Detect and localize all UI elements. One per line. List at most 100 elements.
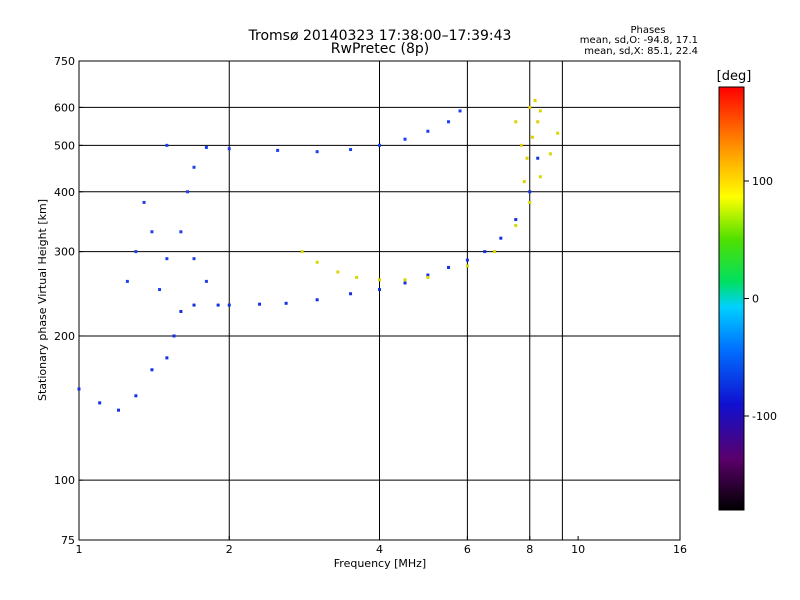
stats-heading: Phases bbox=[630, 25, 665, 36]
data-point bbox=[258, 302, 262, 306]
colorbar-tick-label: -100 bbox=[752, 410, 777, 423]
data-point bbox=[403, 281, 407, 285]
chart-title: Tromsø 20140323 17:38:00–17:39:43 bbox=[248, 28, 512, 44]
stats-x-line: mean, sd,X: 85.1, 22.4 bbox=[584, 46, 698, 57]
data-point bbox=[134, 250, 138, 254]
y-tick-label: 750 bbox=[54, 55, 75, 68]
data-point bbox=[447, 265, 451, 269]
data-point bbox=[465, 258, 469, 262]
data-point bbox=[150, 230, 154, 234]
data-point bbox=[355, 275, 359, 279]
y-tick-label: 400 bbox=[54, 186, 75, 199]
stats-o-line: mean, sd,O: -94.8, 17.1 bbox=[580, 35, 698, 46]
data-point bbox=[528, 190, 532, 194]
data-point bbox=[165, 257, 169, 261]
data-point bbox=[192, 303, 196, 307]
data-point bbox=[528, 105, 532, 109]
chart-subtitle: RwPretec (8p) bbox=[331, 41, 429, 57]
x-tick-label: 2 bbox=[226, 543, 233, 556]
y-tick-label: 600 bbox=[54, 101, 75, 114]
data-point bbox=[528, 200, 532, 204]
data-point bbox=[378, 288, 381, 292]
data-point bbox=[465, 264, 469, 268]
data-point bbox=[533, 99, 537, 103]
data-point bbox=[77, 387, 81, 391]
data-point bbox=[548, 152, 552, 156]
data-point bbox=[426, 273, 430, 277]
data-point bbox=[447, 120, 451, 124]
data-point bbox=[204, 145, 208, 149]
data-point bbox=[499, 236, 503, 240]
data-point bbox=[179, 230, 183, 234]
data-point bbox=[378, 143, 381, 147]
data-point bbox=[142, 200, 146, 204]
data-point bbox=[493, 250, 497, 254]
data-point bbox=[98, 401, 102, 405]
data-point bbox=[158, 288, 162, 292]
data-point bbox=[125, 279, 129, 283]
data-point bbox=[172, 334, 176, 338]
data-point bbox=[315, 260, 319, 264]
y-tick-label: 500 bbox=[54, 139, 75, 152]
x-tick-label: 8 bbox=[526, 543, 533, 556]
data-points bbox=[77, 99, 560, 412]
data-point bbox=[458, 109, 462, 113]
x-tick-label: 10 bbox=[571, 543, 585, 556]
grid-lines bbox=[79, 61, 680, 540]
data-point bbox=[426, 275, 430, 279]
colorbar-ticks: 100 0 -100 bbox=[744, 175, 777, 423]
data-point bbox=[165, 143, 169, 147]
data-point bbox=[403, 278, 407, 282]
data-point bbox=[165, 356, 169, 360]
data-point bbox=[300, 250, 304, 254]
y-axis-ticks: 75 100 200 300 400 500 600 750 bbox=[54, 55, 83, 547]
x-axis-ticks: 1 2 4 6 8 10 16 bbox=[76, 536, 687, 556]
data-point bbox=[483, 250, 487, 254]
x-axis-label: Frequency [MHz] bbox=[334, 557, 426, 570]
data-point bbox=[514, 120, 518, 124]
data-point bbox=[315, 298, 319, 302]
x-tick-label: 1 bbox=[76, 543, 83, 556]
data-point bbox=[227, 147, 231, 151]
y-tick-label: 300 bbox=[54, 246, 75, 259]
data-point bbox=[403, 137, 407, 141]
data-point bbox=[556, 131, 560, 135]
colorbar-tick-label: 100 bbox=[752, 175, 773, 188]
data-point bbox=[150, 368, 154, 372]
data-point bbox=[514, 224, 518, 228]
data-point bbox=[134, 394, 138, 398]
data-point bbox=[192, 257, 196, 261]
colorbar-label: [deg] bbox=[717, 69, 752, 84]
data-point bbox=[186, 190, 190, 194]
y-tick-label: 200 bbox=[54, 330, 75, 343]
data-point bbox=[530, 135, 534, 139]
data-point bbox=[536, 120, 540, 124]
data-point bbox=[349, 148, 353, 152]
data-point bbox=[204, 279, 208, 283]
data-point bbox=[336, 270, 340, 274]
data-point bbox=[117, 408, 121, 412]
y-axis-label: Stationary phase Virtual Height [km] bbox=[36, 199, 49, 401]
x-tick-label: 6 bbox=[464, 543, 471, 556]
y-tick-label: 75 bbox=[61, 534, 75, 547]
data-point bbox=[536, 156, 540, 160]
data-point bbox=[519, 143, 523, 147]
data-point bbox=[276, 148, 280, 152]
x-tick-label: 4 bbox=[376, 543, 383, 556]
data-point bbox=[349, 292, 353, 296]
data-point bbox=[514, 218, 518, 222]
colorbar-tick-label: 0 bbox=[752, 293, 759, 306]
data-point bbox=[378, 278, 381, 282]
data-point bbox=[179, 309, 183, 313]
data-point bbox=[522, 180, 526, 184]
y-tick-label: 100 bbox=[54, 474, 75, 487]
data-point bbox=[284, 301, 288, 305]
data-point bbox=[216, 303, 220, 307]
colorbar-gradient bbox=[718, 86, 745, 511]
data-point bbox=[538, 109, 542, 113]
colorbar: [deg] 100 0 -100 bbox=[717, 69, 777, 511]
data-point bbox=[192, 165, 196, 169]
data-point bbox=[538, 175, 542, 179]
data-point bbox=[227, 303, 231, 307]
